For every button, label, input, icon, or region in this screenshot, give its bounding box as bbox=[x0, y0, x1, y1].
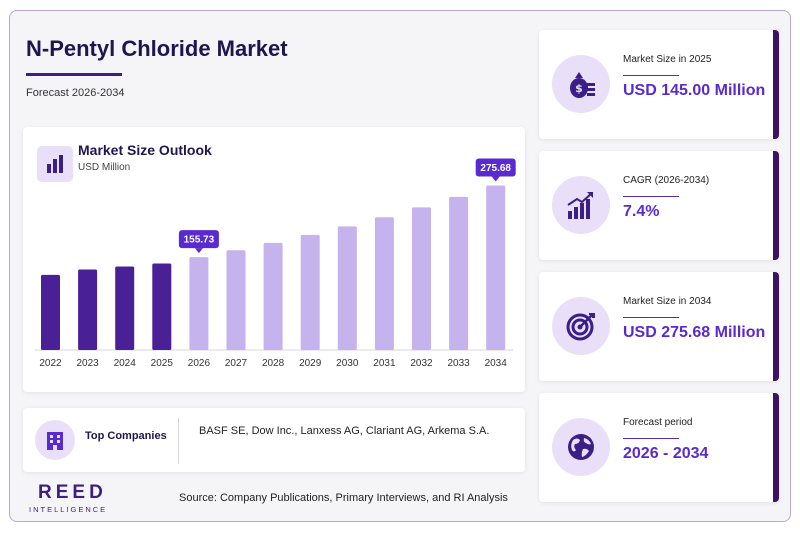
x-tick-label: 2030 bbox=[336, 358, 359, 369]
top-companies-list: BASF SE, Dow Inc., Lanxess AG, Clariant … bbox=[199, 425, 490, 437]
data-label-2026: 155.73 bbox=[178, 230, 219, 254]
stat-value: USD 275.68 Million bbox=[623, 324, 766, 341]
source-note: Source: Company Publications, Primary In… bbox=[179, 492, 508, 504]
stat-label: Forecast period bbox=[623, 417, 693, 428]
x-tick-label: 2025 bbox=[151, 358, 174, 369]
bar-2033 bbox=[449, 196, 469, 350]
stat-divider bbox=[623, 75, 679, 76]
globe-icon bbox=[552, 418, 610, 476]
stat-card-cagr: CAGR (2026-2034) 7.4% bbox=[539, 151, 779, 260]
top-companies-label: Top Companies bbox=[85, 430, 167, 442]
bar-chart: 2022 2023 2024 2025 2026 155.73 2027 2028 2029 20… bbox=[35, 158, 516, 369]
divider bbox=[178, 418, 179, 464]
svg-text:155.73: 155.73 bbox=[184, 235, 215, 246]
stat-card-market-size-2034: Market Size in 2034 USD 275.68 Million bbox=[539, 272, 779, 381]
bar-2030 bbox=[337, 226, 357, 350]
bar-2027 bbox=[226, 250, 246, 350]
reed-logo: REED bbox=[38, 482, 107, 503]
chart-title: Market Size Outlook bbox=[78, 142, 212, 158]
bar-chart-icon bbox=[37, 146, 73, 182]
target-icon bbox=[552, 297, 610, 355]
bar-2024 bbox=[115, 266, 135, 350]
bar-2026 bbox=[189, 257, 209, 350]
title-underline bbox=[26, 73, 122, 76]
x-tick-label: 2033 bbox=[447, 358, 470, 369]
svg-text:$: $ bbox=[575, 82, 583, 95]
x-tick-label: 2029 bbox=[299, 358, 322, 369]
market-size-chart-card: 2022 2023 2024 2025 2026 155.73 2027 2028 2029 20… bbox=[23, 127, 525, 392]
data-label-2034: 275.68 bbox=[475, 158, 516, 182]
x-tick-label: 2023 bbox=[76, 358, 99, 369]
stat-value: USD 145.00 Million bbox=[623, 82, 766, 99]
bar-2031 bbox=[374, 217, 394, 350]
money-bag-icon: $ bbox=[552, 55, 610, 113]
x-tick-label: 2032 bbox=[410, 358, 433, 369]
bar-2034 bbox=[486, 185, 506, 350]
reed-logo-tagline: INTELLIGENCE bbox=[29, 505, 108, 514]
stat-label: CAGR (2026-2034) bbox=[623, 175, 710, 186]
x-tick-label: 2031 bbox=[373, 358, 396, 369]
bar-2025 bbox=[152, 263, 172, 350]
svg-text:275.68: 275.68 bbox=[480, 163, 511, 174]
page-title: N-Pentyl Chloride Market bbox=[26, 36, 288, 61]
stat-divider bbox=[623, 317, 679, 318]
chart-unit: USD Million bbox=[78, 162, 131, 173]
bar-2023 bbox=[78, 269, 98, 350]
x-tick-label: 2034 bbox=[485, 358, 508, 369]
growth-chart-icon bbox=[552, 176, 610, 234]
stat-divider bbox=[623, 196, 679, 197]
stat-label: Market Size in 2034 bbox=[623, 296, 712, 307]
stat-value: 7.4% bbox=[623, 203, 660, 220]
page-subtitle: Forecast 2026-2034 bbox=[26, 87, 125, 99]
x-tick-label: 2028 bbox=[262, 358, 285, 369]
stat-divider bbox=[623, 438, 679, 439]
x-tick-label: 2024 bbox=[114, 358, 137, 369]
stat-card-forecast-period: Forecast period 2026 - 2034 bbox=[539, 393, 779, 502]
bar-2029 bbox=[300, 234, 320, 350]
stat-value: 2026 - 2034 bbox=[623, 445, 709, 462]
stat-label: Market Size in 2025 bbox=[623, 54, 712, 65]
x-tick-label: 2026 bbox=[188, 358, 211, 369]
top-companies-card: Top Companies BASF SE, Dow Inc., Lanxess… bbox=[23, 408, 525, 472]
bar-2022 bbox=[41, 274, 60, 350]
stat-card-market-size-2025: $ Market Size in 2025 USD 145.00 Million bbox=[539, 30, 779, 139]
building-icon bbox=[35, 420, 75, 460]
bar-2028 bbox=[263, 242, 283, 350]
bar-2032 bbox=[412, 207, 431, 350]
x-tick-label: 2022 bbox=[39, 358, 62, 369]
x-tick-label: 2027 bbox=[225, 358, 248, 369]
